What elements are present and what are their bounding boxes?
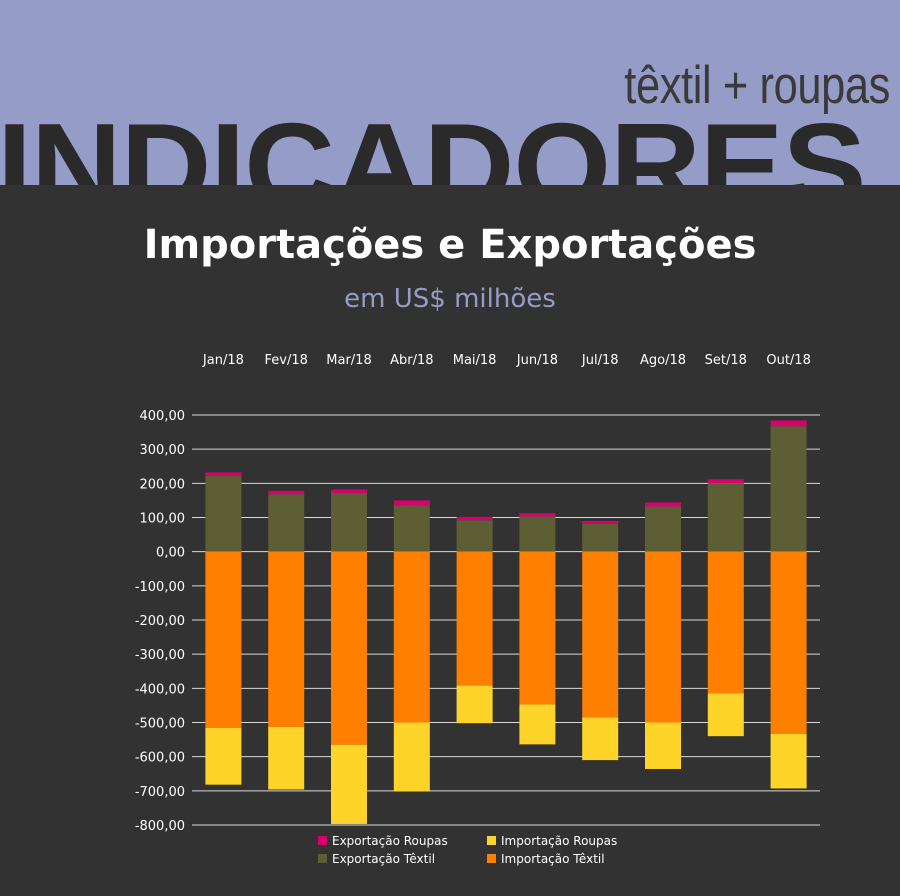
bar-exportacao-roupas bbox=[205, 472, 242, 476]
y-tick-label: 200,00 bbox=[140, 477, 186, 492]
brand-subtitle: têxtil + roupas bbox=[624, 56, 890, 115]
legend-label: Exportação Roupas bbox=[332, 834, 448, 848]
bar-importacao-roupas bbox=[645, 722, 681, 769]
bar-exportacao-textil bbox=[331, 492, 367, 552]
chart-subtitle: em US$ milhões bbox=[344, 284, 556, 314]
y-tick-label: 100,00 bbox=[140, 512, 186, 527]
y-tick-label: -200,00 bbox=[135, 614, 185, 629]
bar-importacao-roupas bbox=[770, 733, 807, 789]
bar-exportacao-textil bbox=[268, 494, 305, 552]
bar-importacao-textil bbox=[393, 551, 430, 723]
y-tick-label: 400,00 bbox=[140, 409, 186, 424]
bar-importacao-roupas bbox=[393, 722, 430, 792]
category-label: Fev/18 bbox=[265, 353, 308, 368]
bar-exportacao-textil bbox=[770, 426, 807, 552]
y-tick-label: 0,00 bbox=[156, 546, 185, 561]
bar-importacao-roupas bbox=[456, 685, 493, 724]
y-tick-label: -700,00 bbox=[135, 785, 185, 800]
brand-title: INDICADORES bbox=[0, 98, 866, 185]
bar-exportacao-textil bbox=[582, 523, 619, 552]
category-label: Abr/18 bbox=[390, 353, 433, 368]
bar-exportacao-roupas bbox=[770, 420, 807, 427]
bar-exportacao-roupas bbox=[707, 479, 744, 484]
bar-exportacao-roupas bbox=[331, 489, 367, 493]
category-label: Out/18 bbox=[766, 353, 811, 368]
bar-importacao-roupas bbox=[268, 726, 305, 790]
bar-exportacao-roupas bbox=[582, 520, 619, 524]
y-tick-label: -500,00 bbox=[135, 717, 185, 732]
legend-swatch bbox=[487, 854, 496, 863]
bar-exportacao-textil bbox=[205, 475, 242, 552]
y-tick-label: 300,00 bbox=[140, 443, 186, 458]
legend-swatch bbox=[487, 836, 496, 845]
bar-exportacao-textil bbox=[519, 516, 556, 552]
header-banner: têxtil + roupas INDICADORES bbox=[0, 0, 900, 185]
bar-exportacao-textil bbox=[393, 505, 430, 552]
bar-exportacao-roupas bbox=[268, 490, 305, 495]
bar-importacao-textil bbox=[645, 551, 681, 723]
bar-exportacao-roupas bbox=[645, 502, 681, 507]
chart-title: Importações e Exportações bbox=[143, 222, 757, 268]
legend-label: Importação Roupas bbox=[501, 834, 617, 848]
legend-label: Importação Têxtil bbox=[501, 852, 605, 866]
bar-exportacao-textil bbox=[707, 483, 744, 552]
category-label: Jan/18 bbox=[202, 353, 244, 368]
bar-importacao-textil bbox=[582, 551, 619, 718]
category-label: Mar/18 bbox=[326, 353, 371, 368]
category-label: Ago/18 bbox=[640, 353, 686, 368]
bar-importacao-textil bbox=[205, 551, 242, 728]
bar-exportacao-roupas bbox=[393, 500, 430, 506]
legend-swatch bbox=[318, 836, 327, 845]
bar-importacao-textil bbox=[519, 551, 556, 705]
y-tick-label: -600,00 bbox=[135, 751, 185, 766]
category-label: Jul/18 bbox=[581, 353, 619, 368]
bar-importacao-roupas bbox=[331, 744, 367, 824]
category-label: Mai/18 bbox=[453, 353, 497, 368]
bar-exportacao-roupas bbox=[519, 513, 556, 517]
legend-label: Exportação Têxtil bbox=[332, 852, 435, 866]
category-label: Set/18 bbox=[705, 353, 747, 368]
y-tick-label: -800,00 bbox=[135, 819, 185, 834]
bar-importacao-textil bbox=[456, 551, 493, 686]
bar-importacao-roupas bbox=[205, 727, 242, 785]
bar-importacao-textil bbox=[770, 551, 807, 734]
bar-importacao-textil bbox=[331, 551, 367, 745]
bar-importacao-roupas bbox=[582, 717, 619, 761]
bar-exportacao-textil bbox=[645, 506, 681, 552]
category-label: Jun/18 bbox=[516, 353, 558, 368]
bar-importacao-textil bbox=[268, 551, 305, 727]
bar-importacao-roupas bbox=[707, 693, 744, 737]
y-tick-label: -100,00 bbox=[135, 580, 185, 595]
bar-exportacao-roupas bbox=[456, 516, 493, 521]
bar-importacao-textil bbox=[707, 551, 744, 694]
y-tick-label: -400,00 bbox=[135, 682, 185, 697]
bar-exportacao-textil bbox=[456, 520, 493, 552]
legend-swatch bbox=[318, 854, 327, 863]
y-tick-label: -300,00 bbox=[135, 648, 185, 663]
bar-importacao-roupas bbox=[519, 704, 556, 745]
